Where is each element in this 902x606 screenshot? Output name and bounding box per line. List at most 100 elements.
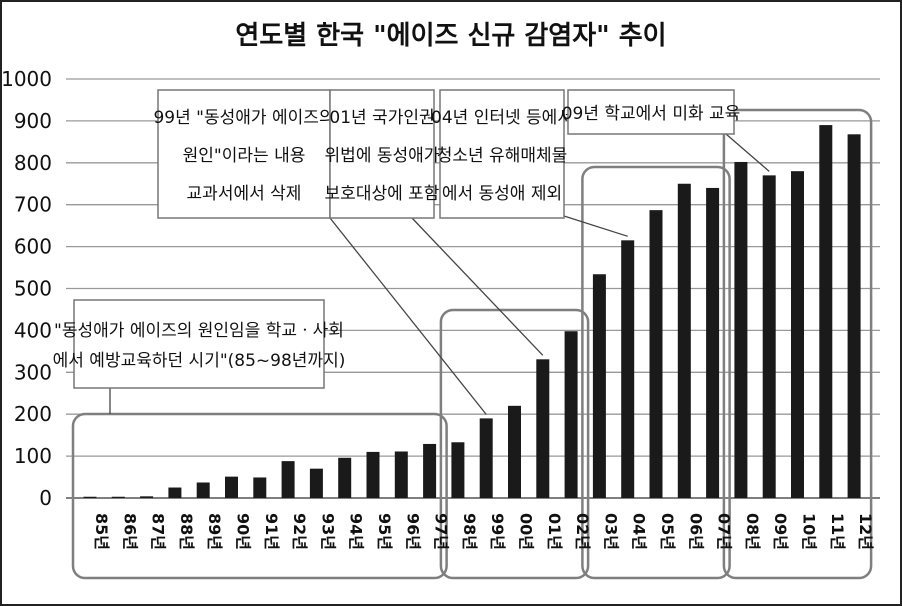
bar: [196, 482, 210, 498]
x-tick-label: 94년: [347, 513, 366, 550]
bar: [225, 476, 238, 498]
y-tick-label: 700: [14, 193, 52, 217]
bar: [309, 468, 323, 498]
annotation-text: 01년 국가인권: [329, 108, 434, 128]
y-tick-label: 1000: [1, 67, 52, 91]
y-tick-label: 800: [14, 151, 52, 175]
x-tick-label: 85년: [92, 513, 111, 550]
x-tick-label: 09년: [771, 513, 790, 550]
x-tick-label: 89년: [205, 513, 224, 550]
group-boxes: [71, 108, 873, 580]
x-tick-label: 90년: [234, 513, 253, 550]
y-tick-label: 200: [14, 402, 52, 426]
x-tick-label: 93년: [318, 513, 337, 550]
annotation-leader: [563, 215, 628, 237]
x-tick-label: 02년: [573, 513, 592, 550]
bar: [338, 457, 352, 498]
group-box: [722, 108, 873, 580]
annotation-text: "동성애가 에이즈의 원인임을 학교ㆍ사회: [54, 321, 344, 341]
x-tick-label: 92년: [290, 513, 309, 550]
x-tick-label: 96년: [403, 513, 422, 550]
bar: [762, 175, 776, 498]
bar: [734, 161, 748, 498]
x-tick-label: 06년: [686, 513, 705, 550]
bar: [366, 451, 380, 498]
x-tick-label: 12년: [856, 513, 875, 550]
x-tick-label: 05년: [658, 513, 677, 550]
y-tick-label: 900: [14, 109, 52, 133]
y-tick-label: 300: [14, 360, 52, 384]
y-tick-label: 0: [39, 486, 52, 510]
annotation-text: 위법에 동성애가: [325, 146, 440, 166]
bar: [451, 442, 465, 498]
annotation-text: 99년 "동성애가 에이즈의: [153, 108, 334, 128]
x-tick-label: 98년: [460, 513, 479, 550]
bar: [649, 210, 663, 498]
group-box: [439, 308, 590, 580]
bar: [592, 274, 606, 498]
x-tick-label: 01년: [545, 513, 564, 550]
bar: [394, 451, 408, 498]
x-tick-label: 07년: [715, 513, 734, 550]
annotation-box: [157, 89, 331, 219]
y-axis: 0 100 200 300 400 500 600 700 800 900 1000: [1, 67, 52, 510]
x-tick-label: 87년: [149, 513, 168, 550]
annotation-leaders: [109, 133, 770, 415]
x-tick-label: 04년: [630, 513, 649, 550]
annotation-text: 09년 학교에서 미화 교육: [562, 104, 741, 124]
annotation-text: 교과서에서 삭제: [187, 184, 302, 204]
y-tick-label: 100: [14, 444, 52, 468]
annotation-leader: [411, 217, 544, 356]
y-tick-label: 500: [14, 277, 52, 301]
annotation-text: 에서 동성애 제외: [442, 184, 562, 204]
bar: [479, 418, 493, 498]
bar: [564, 331, 578, 498]
x-tick-label: 03년: [601, 513, 620, 550]
bar: [281, 461, 295, 498]
y-tick-label: 600: [14, 235, 52, 259]
chart-title: 연도별 한국 "에이즈 신규 감염자" 추이: [235, 21, 666, 51]
bar: [168, 487, 182, 498]
bar: [83, 496, 97, 498]
bar: [253, 477, 267, 498]
x-tick-label: 86년: [120, 513, 139, 550]
group-box: [581, 165, 731, 580]
x-tick-label: 91년: [262, 513, 281, 550]
x-tick-label: 99년: [488, 513, 507, 550]
bars: [83, 125, 861, 499]
group-box: [71, 412, 448, 580]
bar: [140, 496, 154, 498]
annotation-text: 에서 예방교육하던 시기"(85~98년까지): [53, 351, 346, 371]
bar: [621, 240, 635, 498]
bar: [706, 187, 720, 498]
x-axis: 85년 86년 87년 88년 89년 90년 91년 92년 93년 94년 95년 96년 97년 9…: [92, 513, 875, 550]
annotation-box: [567, 89, 735, 135]
bar: [508, 405, 521, 498]
x-tick-label: 10년: [800, 513, 819, 550]
x-tick-label: 88년: [177, 513, 196, 550]
bar: [111, 496, 125, 498]
annotation-box: [73, 299, 325, 389]
y-tick-label: 400: [14, 318, 52, 342]
annotation-box: [439, 89, 565, 219]
bar: [791, 171, 804, 498]
bar: [536, 359, 550, 498]
x-tick-label: 00년: [517, 513, 536, 550]
bar: [677, 183, 691, 498]
annotation-leader: [329, 217, 487, 415]
annotation-box: [329, 89, 435, 219]
annotation-text: 04년 인터넷 등에서: [431, 108, 573, 128]
bar: [819, 125, 833, 498]
x-tick-label: 95년: [375, 513, 394, 550]
x-tick-label: 97년: [432, 513, 451, 550]
annotation-text: 청소년 유해매체물: [437, 146, 568, 166]
bar: [847, 134, 861, 499]
x-tick-label: 08년: [743, 513, 762, 550]
x-tick-label: 11년: [828, 513, 847, 550]
annotation-leader: [725, 133, 770, 172]
annotation-text: 보호대상에 포함: [325, 184, 440, 204]
bar: [423, 443, 437, 498]
annotation-text: 원인"이라는 내용: [183, 146, 306, 166]
